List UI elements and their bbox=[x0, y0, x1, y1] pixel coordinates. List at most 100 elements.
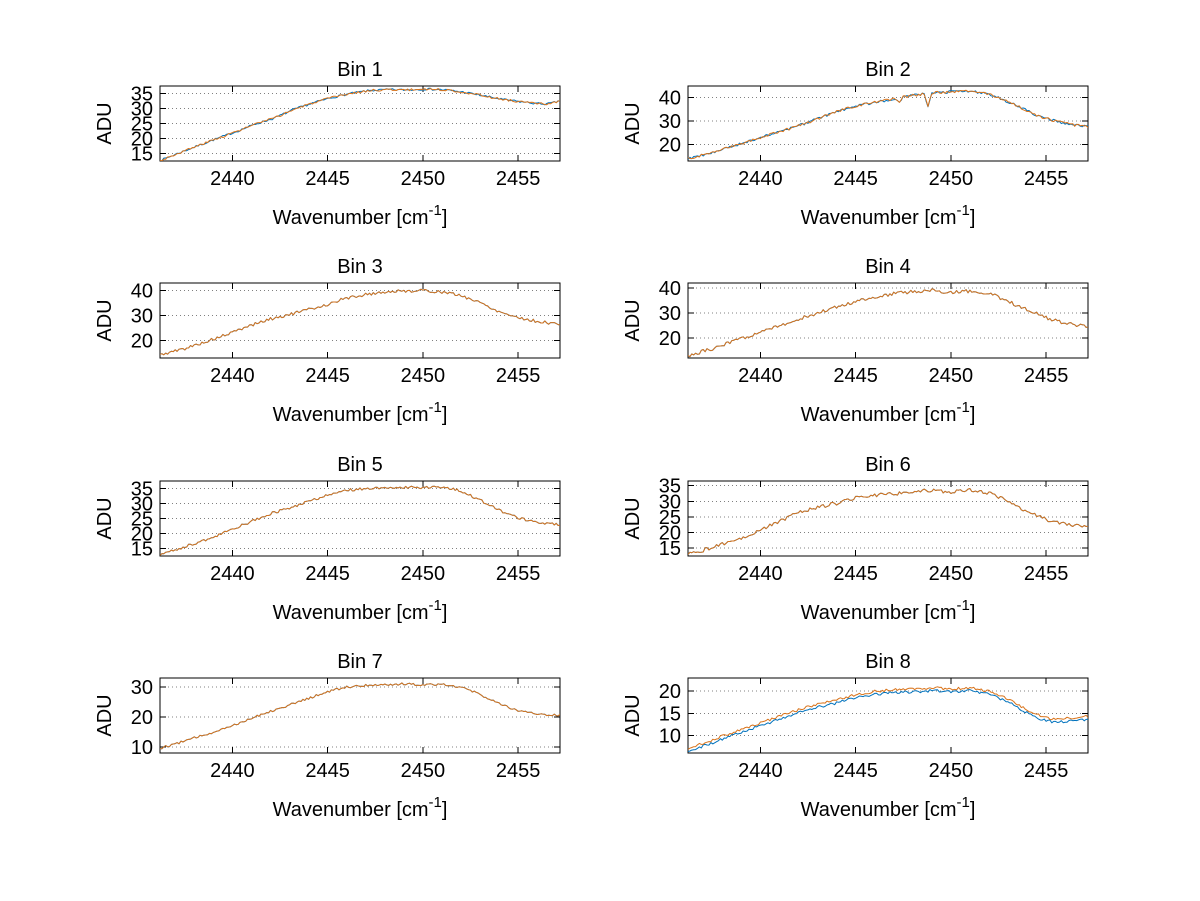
subplot-title: Bin 3 bbox=[337, 256, 383, 278]
x-axis-label-close: ] bbox=[970, 799, 976, 821]
y-tick-label: 10 bbox=[131, 737, 153, 759]
x-axis-label-close: ] bbox=[970, 404, 976, 426]
x-tick-label: 2450 bbox=[929, 168, 974, 190]
x-tick-label: 2455 bbox=[496, 563, 540, 585]
x-axis-label-sup: -1 bbox=[957, 794, 970, 811]
subplot-title: Bin 1 bbox=[337, 59, 383, 81]
y-axis-label: ADU bbox=[94, 299, 116, 341]
axes bbox=[687, 85, 1089, 162]
axes bbox=[687, 480, 1089, 557]
y-tick-label: 20 bbox=[659, 523, 681, 545]
subplot-title: Bin 6 bbox=[865, 454, 911, 476]
x-tick-label: 2455 bbox=[496, 760, 540, 782]
y-tick-label: 30 bbox=[659, 303, 681, 325]
x-axis-label-close: ] bbox=[442, 207, 448, 229]
x-tick-label: 2445 bbox=[833, 563, 878, 585]
x-axis-label: Wavenumber [cm-1] bbox=[273, 399, 448, 426]
x-tick-label: 2450 bbox=[929, 760, 974, 782]
y-axis-label: ADU bbox=[622, 694, 644, 736]
series-line-trace-blue bbox=[160, 288, 560, 356]
series-group bbox=[688, 89, 1088, 160]
y-tick-label: 20 bbox=[131, 129, 153, 151]
y-tick-label: 40 bbox=[131, 281, 153, 303]
y-tick-label: 15 bbox=[659, 703, 681, 725]
x-tick-label: 2455 bbox=[1024, 365, 1069, 387]
x-axis-label-sup: -1 bbox=[957, 202, 970, 219]
y-axis-label: ADU bbox=[622, 299, 644, 341]
y-tick-label: 25 bbox=[659, 507, 681, 529]
x-tick-label: 2440 bbox=[210, 365, 255, 387]
x-axis-label-sup: -1 bbox=[429, 202, 442, 219]
x-tick-label: 2450 bbox=[929, 563, 974, 585]
y-tick-label: 25 bbox=[131, 509, 153, 531]
y-tick-label: 35 bbox=[131, 84, 153, 106]
x-tick-label: 2450 bbox=[929, 365, 974, 387]
series-line-trace-orange bbox=[688, 288, 1088, 358]
x-axis-label-close: ] bbox=[442, 602, 448, 624]
y-axis-label: ADU bbox=[94, 102, 116, 144]
x-tick-label: 2455 bbox=[1024, 168, 1069, 190]
series-group bbox=[160, 288, 560, 356]
y-tick-label: 20 bbox=[131, 331, 153, 353]
grid bbox=[688, 287, 1088, 339]
x-tick-label: 2440 bbox=[210, 760, 255, 782]
series-group bbox=[160, 485, 560, 556]
x-axis-label-close: ] bbox=[970, 207, 976, 229]
x-tick-label: 2445 bbox=[305, 168, 350, 190]
x-axis-label-sup: -1 bbox=[429, 794, 442, 811]
y-tick-label: 20 bbox=[131, 524, 153, 546]
y-tick-label: 15 bbox=[131, 144, 153, 166]
x-tick-label: 2445 bbox=[833, 760, 878, 782]
y-tick-label: 30 bbox=[131, 677, 153, 699]
y-tick-label: 40 bbox=[659, 278, 681, 300]
x-tick-label: 2440 bbox=[738, 168, 783, 190]
y-tick-label: 20 bbox=[659, 135, 681, 157]
x-axis-label-close: ] bbox=[442, 799, 448, 821]
y-tick-label: 35 bbox=[659, 476, 681, 498]
y-tick-label: 25 bbox=[131, 114, 153, 136]
grid bbox=[160, 93, 560, 154]
y-tick-label: 20 bbox=[131, 707, 153, 729]
series-line-trace-orange bbox=[160, 88, 560, 161]
series-line-trace-blue bbox=[688, 689, 1088, 753]
y-tick-label: 30 bbox=[659, 491, 681, 513]
y-tick-label: 15 bbox=[131, 539, 153, 561]
subplot-bin-3: Bin 3 20 30 40 2440 2445 2450 2455 ADU Wavenumber… bbox=[94, 256, 561, 426]
subplot-title: Bin 5 bbox=[337, 454, 383, 476]
x-tick-label: 2455 bbox=[1024, 760, 1069, 782]
subplot-bin-7: Bin 7 10 20 30 2440 2445 2450 2455 ADU Wavenumber… bbox=[94, 651, 561, 821]
series-line-trace-blue bbox=[688, 90, 1088, 160]
x-tick-label: 2440 bbox=[738, 760, 783, 782]
y-tick-label: 30 bbox=[131, 306, 153, 328]
x-axis-label-close: ] bbox=[442, 404, 448, 426]
x-axis-label-main: Wavenumber [cm bbox=[801, 799, 957, 821]
series-group bbox=[688, 488, 1088, 555]
series-group bbox=[688, 288, 1088, 358]
x-axis-label-main: Wavenumber [cm bbox=[801, 602, 957, 624]
series-group bbox=[160, 682, 560, 750]
x-axis-label: Wavenumber [cm-1] bbox=[801, 202, 976, 229]
series-line-trace-orange bbox=[688, 686, 1088, 750]
x-tick-label: 2445 bbox=[833, 365, 878, 387]
x-tick-label: 2445 bbox=[305, 760, 350, 782]
x-axis-label-sup: -1 bbox=[429, 399, 442, 416]
axes-box bbox=[159, 677, 561, 754]
y-axis-label: ADU bbox=[94, 694, 116, 736]
grid bbox=[160, 686, 560, 748]
x-tick-label: 2450 bbox=[401, 168, 446, 190]
y-axis-label: ADU bbox=[622, 102, 644, 144]
x-tick-label: 2440 bbox=[210, 563, 255, 585]
grid bbox=[688, 690, 1088, 736]
subplot-bin-4: Bin 4 20 30 40 2440 2445 2450 2455 ADU Wavenumber… bbox=[622, 256, 1089, 426]
x-axis-label-main: Wavenumber [cm bbox=[273, 207, 429, 229]
axes-box bbox=[159, 282, 561, 359]
x-tick-label: 2445 bbox=[305, 365, 350, 387]
series-line-trace-blue bbox=[160, 682, 560, 750]
x-tick-label: 2445 bbox=[833, 168, 878, 190]
series-line-trace-orange bbox=[688, 488, 1088, 555]
axes bbox=[687, 677, 1089, 754]
grid bbox=[688, 97, 1088, 146]
series-group bbox=[160, 87, 560, 161]
x-axis-label-main: Wavenumber [cm bbox=[273, 602, 429, 624]
